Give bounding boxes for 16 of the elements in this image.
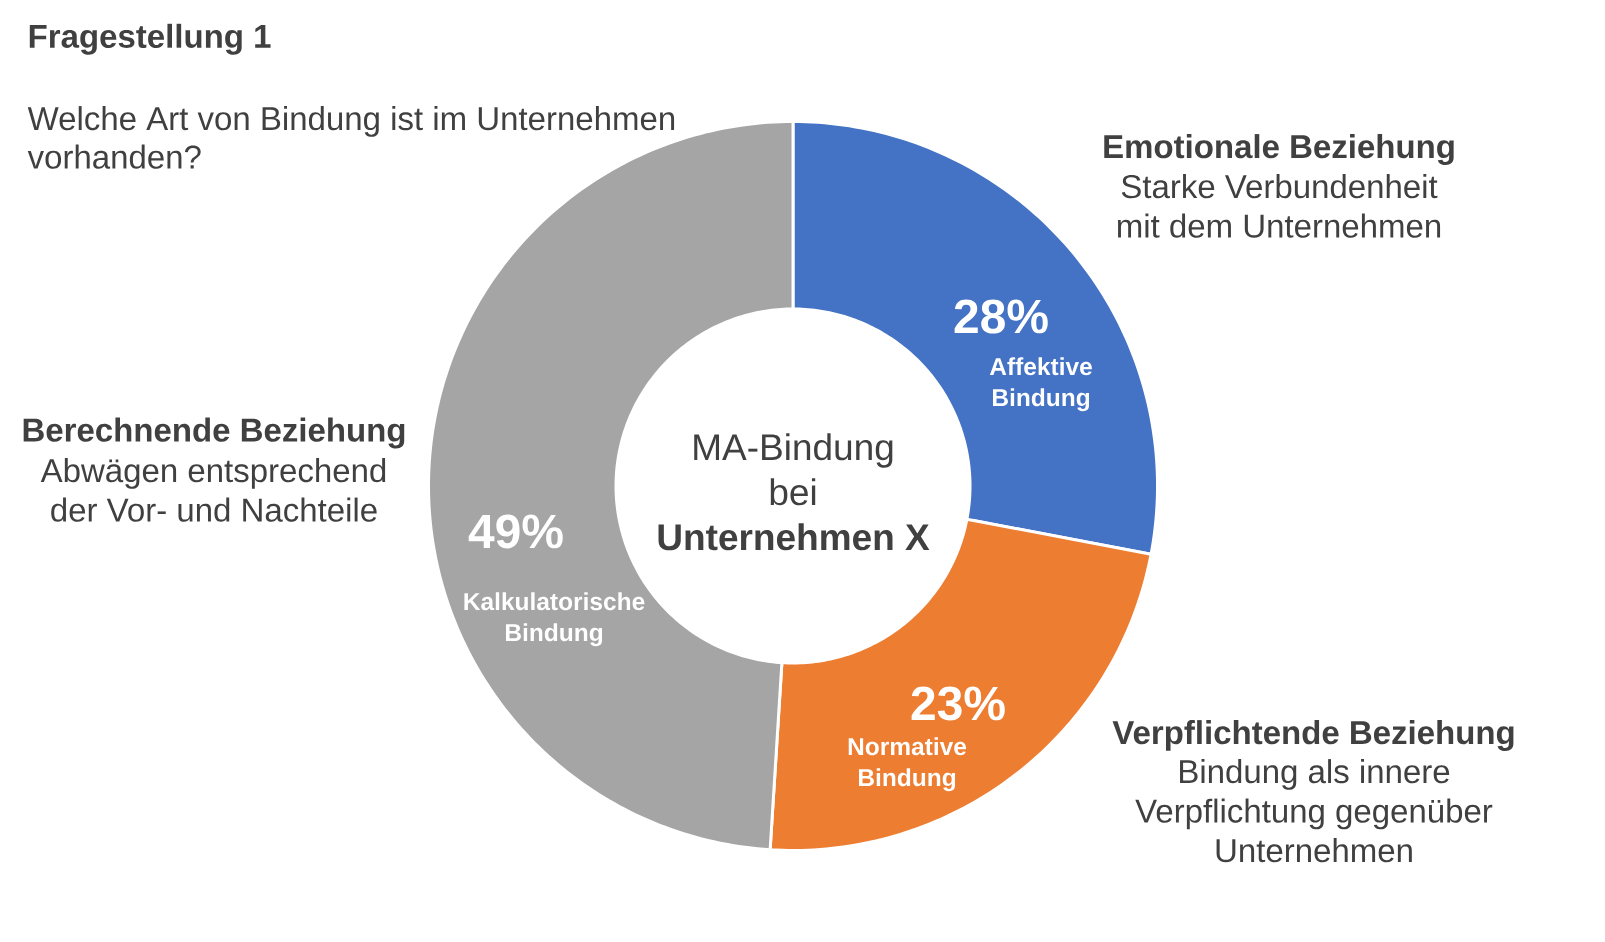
text: Bindung als innere Verpflichtung gegenüber Unternehmen [1135, 759, 1493, 863]
text: Fragestellung 1 [29, 23, 271, 55]
data-label: 28% [954, 299, 1048, 334]
data-label: 23% [911, 686, 1005, 721]
text: Abwägen entsprechend der Vor- und Nachteile [40, 458, 386, 522]
slice-label: Kalkulatorische Bindung [464, 592, 645, 647]
slice-label: Affektive Bindung [989, 357, 1092, 412]
slice-label: Normative Bindung [848, 737, 967, 792]
text: Starke Verbundenheit mit dem Unternehmen [1117, 174, 1441, 238]
chart-subtitle: Welche Art von Bindung ist im Unternehmen vorhanden? [27, 106, 675, 169]
text: MA-Bindung bei [694, 433, 893, 506]
text: Berechnende Beziehung [23, 417, 405, 449]
text: Verpflichtende Beziehung [1112, 720, 1514, 751]
data-label: 49% [468, 514, 563, 549]
text: Unternehmen X [658, 523, 930, 551]
text: Emotionale Beziehung [1104, 134, 1454, 165]
